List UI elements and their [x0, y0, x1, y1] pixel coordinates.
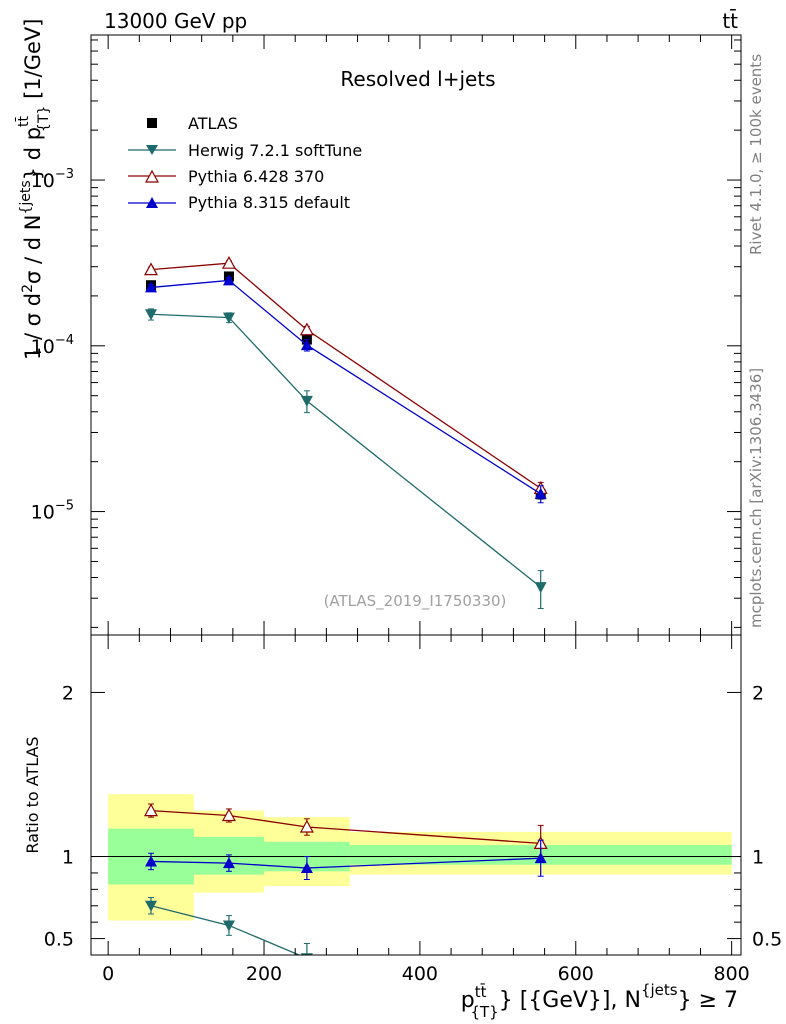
- legend-triangle-up-icon: [146, 197, 158, 208]
- marker-triangle-down: [145, 309, 158, 321]
- main-title: Resolved l+jets: [340, 67, 495, 91]
- y-tick-label: 0.5: [44, 929, 74, 951]
- legend: ATLAS Herwig 7.2.1 softTune Pythia 6.428…: [128, 114, 362, 212]
- ratio-panel: 0.5 0.5 1 1 2 2 0 200 400 600 800 Ratio to ATLAS: [23, 634, 782, 985]
- y-tick-label: 2: [62, 682, 74, 704]
- marker-triangle-up: [222, 857, 235, 869]
- main-panel: Resolved l+jets (ATLAS_2019_I1750330) 10…: [14, 19, 742, 636]
- main-series: [144, 255, 548, 610]
- y-tick-label: 10−3: [31, 167, 74, 192]
- ratio-x-ticks: 0 200 400 600 800: [102, 635, 750, 985]
- legend-label: Pythia 6.428 370: [188, 167, 324, 186]
- legend-entry-herwig: Herwig 7.2.1 softTune: [128, 141, 362, 160]
- marker-triangle-up: [300, 339, 313, 351]
- legend-triangle-open-icon: [144, 169, 160, 183]
- x-tick-label: 200: [246, 963, 282, 985]
- series-herwig-7-2-1-softtune: [145, 308, 547, 610]
- series-line: [150, 262, 542, 489]
- series-atlas: [146, 271, 546, 500]
- y-tick-label: 10−4: [31, 333, 74, 358]
- x-tick-label: 600: [558, 963, 594, 985]
- series-line: [150, 857, 541, 869]
- marker-triangle-down: [222, 312, 235, 324]
- process-label: tt̄: [722, 8, 738, 33]
- ratio-series: [144, 803, 548, 955]
- series-line: [150, 905, 301, 955]
- legend-square-icon: [147, 118, 157, 128]
- y-tick-label: 1: [752, 847, 764, 869]
- legend-label: Herwig 7.2.1 softTune: [188, 141, 362, 160]
- marker-triangle-open: [221, 808, 236, 822]
- main-y-ticks: 10−3 10−4 10−5: [31, 39, 741, 628]
- x-tick-label: 800: [714, 963, 750, 985]
- ratio-series-herwig-7-2-1-softtune: [145, 897, 313, 955]
- y-tick-label: 1: [62, 847, 74, 869]
- series-pythia-8-315-default: [145, 274, 547, 504]
- main-y-axis-label: 1 / σ d2σ / d N{jets} d ptt̄ {T} [1/GeV]: [14, 19, 52, 360]
- series-line: [150, 313, 542, 588]
- marker-triangle-open: [299, 322, 314, 336]
- rivet-label: Rivet 4.1.0, ≥ 100k events: [747, 54, 765, 255]
- legend-entry-pythia6: Pythia 6.428 370: [128, 167, 324, 186]
- marker-triangle-down: [145, 900, 158, 912]
- marker-triangle-up: [300, 862, 313, 874]
- legend-entry-pythia8: Pythia 8.315 default: [128, 193, 350, 212]
- ratio-panel-frame: [90, 634, 742, 956]
- marker-triangle-open: [144, 262, 159, 276]
- ratio-y-ticks: 0.5 0.5 1 1 2 2: [44, 682, 782, 950]
- x-tick-label: 0: [102, 963, 114, 985]
- legend-entry-atlas: ATLAS: [147, 114, 238, 133]
- marker-triangle-open: [221, 255, 236, 269]
- marker-triangle-open: [299, 819, 314, 833]
- ratio-bands: [108, 794, 732, 921]
- beam-label: 13000 GeV pp: [104, 9, 247, 33]
- marker-triangle-down: [534, 582, 547, 594]
- marker-triangle-up: [534, 487, 547, 499]
- ratio-y-axis-label: Ratio to ATLAS: [23, 736, 42, 853]
- legend-label: Pythia 8.315 default: [188, 193, 350, 212]
- marker-triangle-down: [300, 395, 313, 407]
- legend-label: ATLAS: [188, 114, 238, 133]
- y-tick-label: 10−5: [31, 499, 74, 524]
- y-tick-label: 0.5: [752, 929, 782, 951]
- y-tick-label: 2: [752, 682, 764, 704]
- marker-triangle-up: [534, 852, 547, 864]
- marker-triangle-up: [222, 274, 235, 286]
- marker-triangle-up: [145, 855, 158, 867]
- legend-triangle-down-icon: [146, 145, 158, 155]
- x-axis-label: ptt̄ {T}} [{GeV}], N{jets} ≥ 7: [461, 981, 738, 1021]
- marker-triangle-up: [145, 281, 158, 293]
- watermark: (ATLAS_2019_I1750330): [324, 592, 507, 611]
- x-tick-label: 400: [402, 963, 438, 985]
- series-line: [150, 279, 542, 495]
- main-x-ticks: [107, 35, 733, 635]
- ratio-series-pythia-8-315-default: [145, 839, 547, 881]
- marker-triangle-down: [222, 920, 235, 932]
- mcplots-label: mcplots.cern.ch [arXiv:1306.3436]: [747, 368, 765, 628]
- marker-triangle-open: [144, 803, 159, 817]
- series-line: [150, 809, 541, 845]
